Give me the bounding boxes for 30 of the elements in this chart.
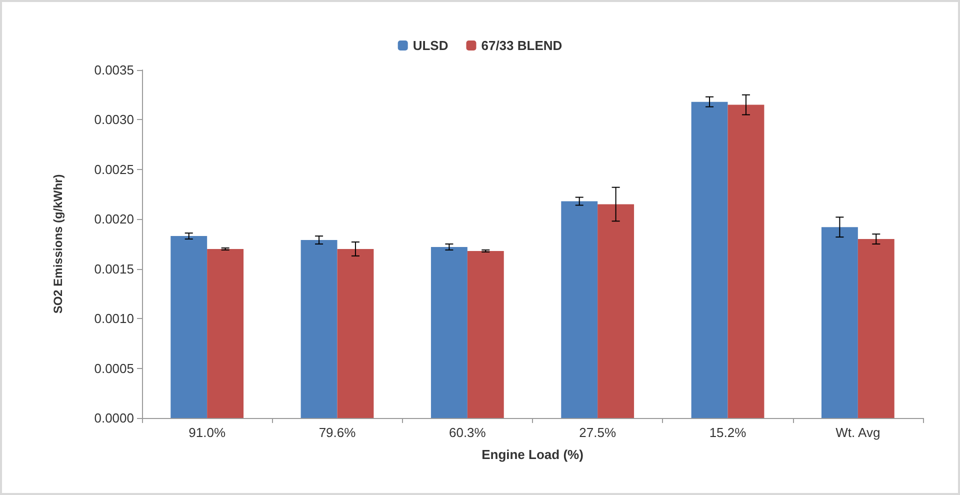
y-tick-label: 0.0020 <box>94 212 134 227</box>
y-tick-label: 0.0015 <box>94 261 134 276</box>
x-tick-label: 79.6% <box>318 425 356 440</box>
bar <box>821 227 858 418</box>
x-tick-label: 91.0% <box>188 425 226 440</box>
y-tick-label: 0.0010 <box>94 311 134 326</box>
y-tick-label: 0.0030 <box>94 112 134 128</box>
legend-label: 67/33 BLEND <box>481 38 562 53</box>
x-tick-label: 60.3% <box>448 425 486 440</box>
x-tick-label: 15.2% <box>709 425 747 440</box>
legend-label: ULSD <box>412 38 448 53</box>
bar <box>561 201 598 418</box>
y-tick-label: 0.0000 <box>94 410 134 426</box>
y-axis-title: SO2 Emissions (g/kWhr) <box>51 174 65 314</box>
x-tick-label: 27.5% <box>579 425 616 440</box>
y-tick-label: 0.0005 <box>94 360 134 376</box>
bar <box>430 246 468 418</box>
x-axis-title: Engine Load (%) <box>482 447 584 462</box>
bar <box>207 248 244 418</box>
bar <box>728 104 764 418</box>
x-tick-label: Wt. Avg <box>836 425 880 440</box>
bar <box>300 240 338 418</box>
bar <box>170 236 208 418</box>
bar <box>598 204 634 418</box>
bar <box>337 248 374 418</box>
y-tick-label: 0.0025 <box>94 162 134 177</box>
bar <box>467 250 504 418</box>
bar <box>858 239 894 418</box>
bar <box>691 102 728 418</box>
y-tick-label: 0.0035 <box>94 62 134 78</box>
